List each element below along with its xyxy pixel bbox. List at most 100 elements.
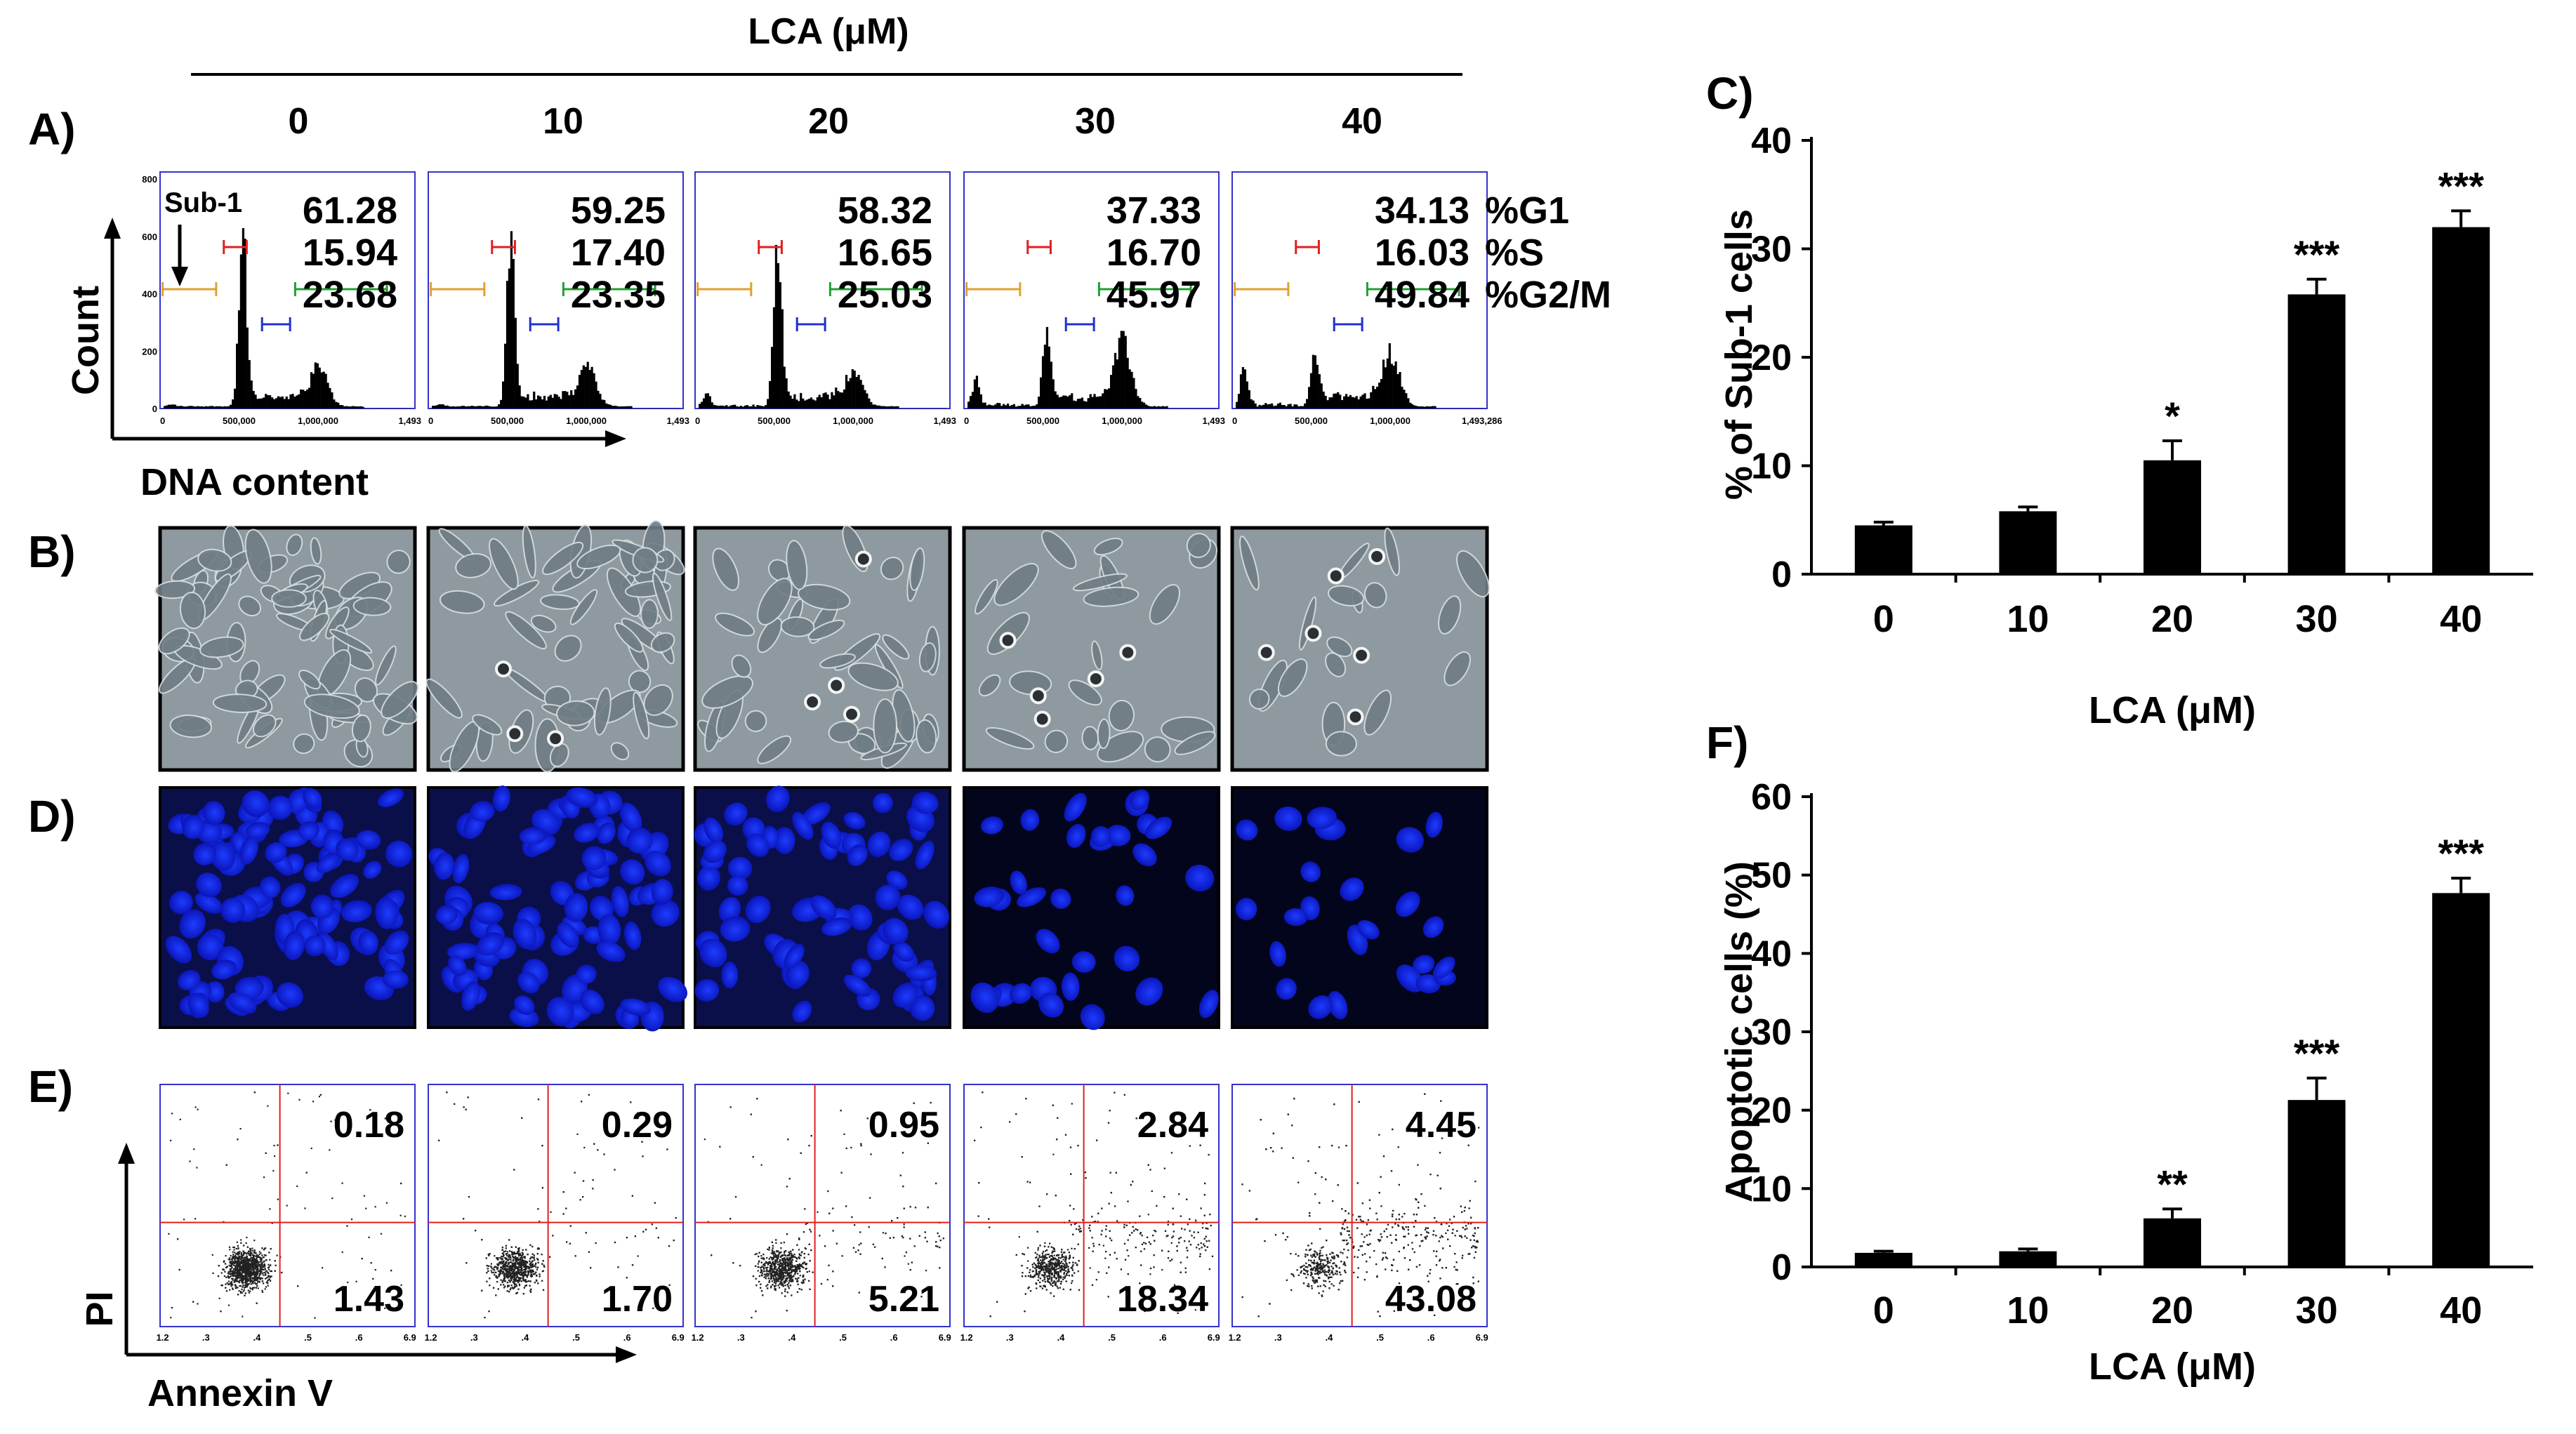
event-dot: [329, 1149, 331, 1151]
event-dot: [494, 1274, 496, 1276]
nucleus: [792, 1000, 812, 1023]
event-dot: [493, 1287, 495, 1289]
event-dot: [766, 1256, 768, 1259]
histogram-bin: [1306, 399, 1309, 409]
rounded-cell: [804, 693, 821, 711]
upper-right-percent: 0.18: [333, 1105, 404, 1146]
event-dot: [256, 1254, 258, 1256]
event-dot: [510, 1279, 513, 1282]
event-dot: [254, 1279, 256, 1281]
histogram-x-tick: 500,000: [223, 416, 256, 426]
histogram-bin: [510, 231, 513, 409]
histogram-bin: [864, 390, 866, 409]
event-dot: [341, 1251, 343, 1254]
histogram-bin: [180, 406, 183, 409]
event-dot: [517, 1281, 519, 1283]
event-dot: [234, 1252, 236, 1254]
nucleus: [1422, 916, 1444, 938]
event-dot: [523, 1260, 525, 1262]
event-dot: [758, 1261, 760, 1263]
event-dot: [785, 1275, 787, 1277]
histogram-bin: [184, 406, 187, 409]
histogram-bin: [1254, 403, 1257, 409]
histogram-bin: [1015, 406, 1017, 409]
event-dot: [542, 1270, 544, 1272]
event-dot: [249, 1267, 252, 1269]
cell: [652, 572, 673, 622]
histogram-bin: [1283, 405, 1286, 409]
event-dot: [240, 1262, 242, 1264]
panel-a-y-label: Count: [65, 286, 107, 395]
event-dot: [229, 1257, 231, 1259]
histogram-bin: [1328, 397, 1331, 409]
event-dot: [791, 1269, 793, 1271]
histogram-bin: [1376, 386, 1379, 409]
flow-x-tick: .5: [572, 1332, 580, 1343]
event-dot: [265, 1254, 267, 1256]
event-dot: [817, 1211, 819, 1213]
event-dot: [170, 1139, 172, 1141]
event-dot: [234, 1256, 236, 1258]
event-dot: [256, 1273, 258, 1275]
histogram-bin: [841, 392, 844, 409]
event-dot: [787, 1275, 789, 1277]
event-dot: [574, 1255, 576, 1257]
event-dot: [241, 1260, 243, 1262]
event-dot: [531, 1245, 534, 1248]
histogram-bin: [1271, 403, 1274, 409]
event-dot: [754, 1254, 756, 1256]
event-dot: [796, 1291, 799, 1293]
cell: [1091, 640, 1103, 670]
dapi-image-40: [1231, 786, 1488, 1029]
nucleus: [517, 971, 540, 994]
event-dot: [252, 1261, 254, 1263]
event-dot: [520, 1254, 522, 1256]
event-dot: [520, 1271, 522, 1273]
event-dot: [642, 1230, 645, 1233]
event-dot: [518, 1269, 520, 1271]
event-dot: [515, 1273, 517, 1275]
event-dot: [505, 1250, 507, 1252]
nucleus: [727, 875, 748, 896]
event-dot: [809, 1228, 811, 1230]
histogram-bin: [248, 359, 251, 409]
event-dot: [245, 1282, 247, 1284]
event-dot: [595, 1242, 597, 1244]
event-dot: [511, 1268, 513, 1270]
histogram-bin: [586, 361, 589, 409]
event-dot: [399, 1214, 402, 1216]
histogram-bin: [1076, 399, 1080, 409]
event-dot: [227, 1280, 230, 1282]
event-dot: [257, 1255, 259, 1257]
event-dot: [252, 1266, 254, 1268]
event-dot: [225, 1266, 227, 1269]
histogram-bin: [176, 406, 178, 409]
event-dot: [519, 1278, 521, 1280]
histogram-x-tick: 0: [964, 416, 969, 426]
histogram-bin: [1128, 369, 1131, 409]
event-dot: [260, 1252, 262, 1254]
rounded-cell: [1033, 710, 1051, 728]
histogram-bin: [535, 399, 538, 409]
nucleus: [304, 935, 326, 957]
nucleus: [597, 822, 616, 844]
event-dot: [775, 1284, 777, 1287]
event-dot: [507, 1273, 509, 1275]
event-dot: [193, 1148, 195, 1150]
histogram-bin: [613, 406, 616, 409]
event-dot: [510, 1256, 512, 1259]
event-dot: [513, 1253, 515, 1255]
event-dot: [250, 1256, 252, 1259]
event-dot: [626, 1277, 628, 1279]
event-dot: [224, 1270, 226, 1273]
concentration-header-10: 10: [543, 101, 583, 142]
panel-d-label: D): [28, 791, 76, 842]
event-dot: [242, 1286, 244, 1288]
nucleus: [1066, 823, 1086, 848]
event-dot: [233, 1247, 235, 1249]
event-dot: [247, 1289, 249, 1292]
nucleus: [194, 892, 223, 914]
panel-e-y-label: PI: [79, 1291, 121, 1327]
